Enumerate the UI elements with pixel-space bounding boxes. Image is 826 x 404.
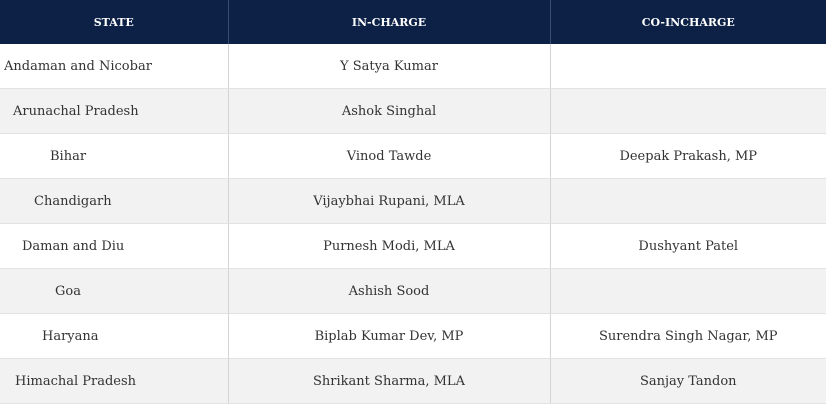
table-row: Goa Ashish Sood — [0, 268, 826, 314]
incharge-cell: Y Satya Kumar — [228, 44, 551, 89]
state-cell: Himachal Pradesh — [0, 358, 229, 404]
table-row: Andaman and Nicobar Y Satya Kumar — [0, 44, 826, 89]
incharge-cell: Biplab Kumar Dev, MP — [228, 313, 551, 359]
coincharge-cell: Surendra Singh Nagar, MP — [550, 313, 826, 359]
coincharge-cell: Dushyant Patel — [550, 223, 826, 269]
header-state: STATE — [0, 0, 229, 44]
state-cell: Goa — [0, 268, 229, 314]
state-cell: Haryana — [0, 313, 229, 359]
header-incharge: IN-CHARGE — [228, 0, 551, 44]
header-row: STATE IN-CHARGE CO-INCHARGE — [0, 0, 826, 44]
coincharge-cell: Deepak Prakash, MP — [550, 133, 826, 179]
incharge-cell: Purnesh Modi, MLA — [228, 223, 551, 269]
coincharge-cell — [550, 178, 826, 224]
table-header: STATE IN-CHARGE CO-INCHARGE — [0, 0, 826, 44]
incharge-cell: Ashok Singhal — [228, 88, 551, 134]
table-body: Andaman and Nicobar Y Satya Kumar Arunac… — [0, 44, 826, 404]
incharge-cell: Shrikant Sharma, MLA — [228, 358, 551, 404]
coincharge-cell — [550, 44, 826, 89]
coincharge-cell — [550, 268, 826, 314]
state-cell: Andaman and Nicobar — [0, 44, 229, 89]
table-row: Haryana Biplab Kumar Dev, MP Surendra Si… — [0, 313, 826, 359]
table-row: Himachal Pradesh Shrikant Sharma, MLA Sa… — [0, 358, 826, 404]
coincharge-cell: Sanjay Tandon — [550, 358, 826, 404]
incharge-cell: Ashish Sood — [228, 268, 551, 314]
header-coincharge: CO-INCHARGE — [550, 0, 826, 44]
incharge-cell: Vijaybhai Rupani, MLA — [228, 178, 551, 224]
incharge-cell: Vinod Tawde — [228, 133, 551, 179]
coincharge-cell — [550, 88, 826, 134]
table-row: Bihar Vinod Tawde Deepak Prakash, MP — [0, 133, 826, 179]
table-row: Arunachal Pradesh Ashok Singhal — [0, 88, 826, 134]
table-row: Daman and Diu Purnesh Modi, MLA Dushyant… — [0, 223, 826, 269]
state-cell: Arunachal Pradesh — [0, 88, 229, 134]
state-cell: Daman and Diu — [0, 223, 229, 269]
state-cell: Chandigarh — [0, 178, 229, 224]
state-cell: Bihar — [0, 133, 229, 179]
table-row: Chandigarh Vijaybhai Rupani, MLA — [0, 178, 826, 224]
